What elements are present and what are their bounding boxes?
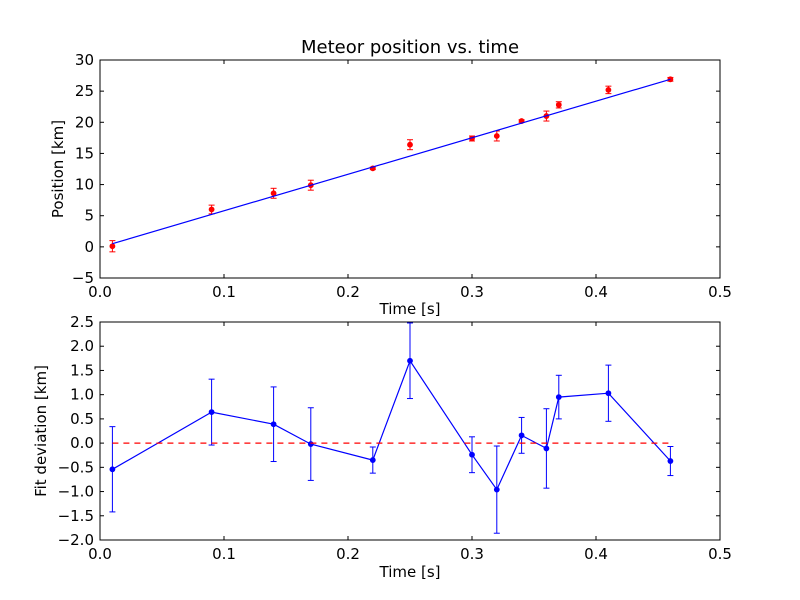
data-point (109, 243, 116, 250)
data-point (208, 206, 215, 213)
x-tick-label: 0.0 (88, 545, 112, 563)
y-tick-label: 0 (84, 238, 94, 256)
y-tick-label: 2.0 (70, 337, 94, 355)
x-tick-label: 0.3 (460, 283, 484, 301)
data-layer (109, 322, 674, 534)
x-tick-label: 0.4 (584, 545, 608, 563)
x-tick-label: 0.5 (708, 283, 732, 301)
data-point (208, 409, 215, 416)
data-point (109, 466, 116, 473)
y-tick-label: 10 (75, 176, 94, 194)
y-axis-title: Position [km] (49, 120, 67, 218)
y-tick-label: 2.5 (70, 313, 94, 331)
data-point (667, 458, 674, 464)
axes-frame (99, 59, 721, 279)
y-tick-label: 1.5 (70, 361, 94, 379)
x-tick-label: 0.0 (88, 283, 112, 301)
linear-fit-line (112, 78, 671, 245)
x-tick-label: 0.1 (212, 545, 236, 563)
data-point (493, 133, 500, 139)
x-axis-title: Time [s] (379, 300, 441, 318)
x-axis-title: Time [s] (379, 563, 441, 581)
position-plot-area (109, 76, 674, 253)
x-tick-label: 0.4 (584, 283, 608, 301)
y-tick-label: 0.0 (70, 434, 94, 452)
data-point (307, 441, 314, 447)
y-tick-label: −1.5 (58, 507, 94, 525)
axis-ticks: 0.0 0.1 0.2 0.3 0.4 0.5 −2.0 −1.5 −1.0 −0.5 0.0 0.5… (58, 313, 732, 563)
y-tick-label: 0.5 (70, 410, 94, 428)
y-tick-label: 25 (75, 82, 94, 100)
y-tick-label: −2.0 (58, 531, 94, 549)
data-point (369, 457, 376, 463)
data-point (543, 445, 550, 452)
data-layer (109, 76, 674, 253)
x-tick-label: 0.2 (336, 545, 360, 563)
x-tick-label: 0.3 (460, 545, 484, 563)
y-axis-title: Fit deviation [km] (32, 365, 50, 497)
data-point (407, 141, 413, 148)
x-tick-label: 0.1 (212, 283, 236, 301)
y-tick-label: 1.0 (70, 386, 94, 404)
y-tick-label: −5 (72, 269, 94, 287)
y-tick-label: 20 (75, 113, 94, 131)
y-tick-label: −1.0 (58, 483, 94, 501)
data-point (555, 394, 562, 400)
data-point (493, 486, 500, 493)
data-point (469, 451, 475, 458)
data-point (605, 390, 612, 397)
deviation-plot-area (109, 322, 674, 534)
x-tick-label: 0.5 (708, 545, 732, 563)
deviation-line (112, 359, 671, 491)
data-point (270, 421, 277, 428)
x-tick-label: 0.2 (336, 283, 360, 301)
y-tick-label: −0.5 (58, 458, 94, 476)
axes-frame (99, 321, 721, 541)
data-point (407, 357, 413, 364)
data-point (555, 101, 562, 108)
data-point (518, 432, 525, 439)
position-vs-time-panel: Meteor position vs. time 0.0 0.1 0.2 0.3 0.4… (49, 37, 732, 318)
y-tick-label: 15 (75, 144, 94, 162)
chart-title: Meteor position vs. time (301, 37, 519, 58)
y-tick-label: 30 (75, 51, 94, 69)
y-tick-label: 5 (84, 207, 94, 225)
data-point (605, 86, 612, 93)
fit-deviation-panel: 0.0 0.1 0.2 0.3 0.4 0.5 −2.0 −1.5 −1.0 −0.5 0.0 0.5… (32, 313, 732, 581)
data-point (270, 190, 277, 197)
axis-ticks: 0.0 0.1 0.2 0.3 0.4 0.5 −5 0 5 10 15 20 25 30 (72, 51, 732, 301)
